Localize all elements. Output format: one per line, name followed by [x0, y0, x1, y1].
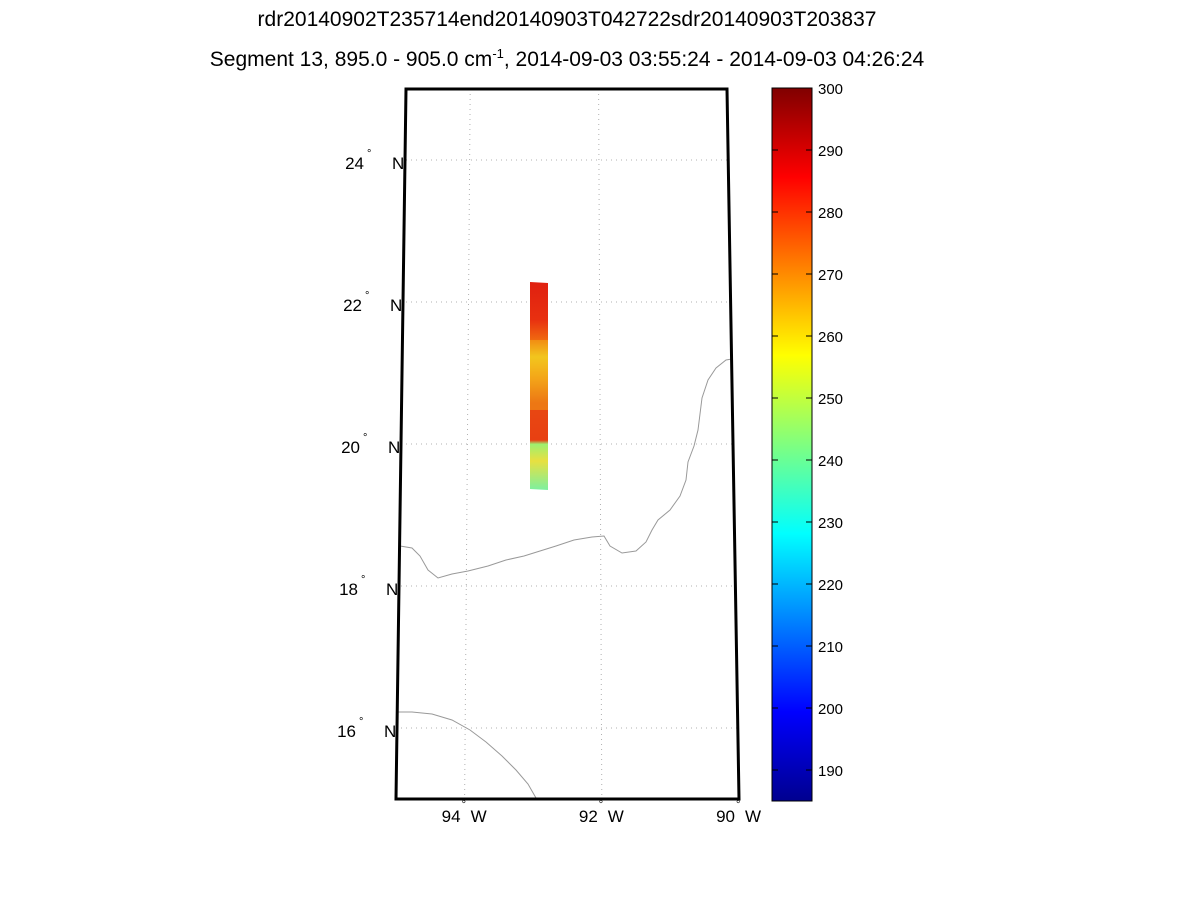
colorbar-tick-label: 290 [818, 143, 843, 160]
lat-label-hemisphere: N [388, 438, 400, 457]
coastline-pacific [396, 711, 537, 799]
lon-label-hemisphere: W [608, 807, 624, 826]
lat-label-hemisphere: N [392, 154, 404, 173]
lat-label-degree-symbol: ° [367, 148, 371, 160]
lon-label-degree-symbol: ° [736, 799, 740, 811]
lon-label-degrees: 90 [716, 807, 735, 826]
lon-label: 90° W [716, 799, 761, 826]
colorbar-tick-label: 280 [818, 205, 843, 222]
lon-gridline [598, 89, 603, 799]
lat-label: 20 ° N [341, 432, 400, 457]
lat-label-degrees: 20 [341, 438, 360, 457]
colorbar-gradient [771, 87, 813, 802]
colorbar-ticks: 300 290 280 270 260 250 240 230 220 210 200 190 [772, 81, 843, 780]
colorbar-tick-label: 220 [818, 577, 843, 594]
coastline [396, 357, 739, 799]
lat-label-degrees: 18 [339, 580, 358, 599]
lat-label-hemisphere: N [390, 296, 402, 315]
lon-label-degrees: 92 [579, 807, 598, 826]
lon-label-hemisphere: W [471, 807, 487, 826]
colorbar-tick-label: 260 [818, 329, 843, 346]
subtitle-superscript: -1 [492, 46, 504, 61]
lat-label-degree-symbol: ° [363, 432, 367, 444]
lon-label-degree-symbol: ° [599, 799, 603, 811]
colorbar-tick-label: 230 [818, 515, 843, 532]
coastline-gulf [399, 357, 739, 579]
longitude-labels: 94°W 92°W 90°W [442, 799, 761, 826]
lon-label-degree-symbol: ° [462, 799, 466, 811]
lat-label: 16 ° N [337, 716, 396, 741]
lat-label-degrees: 22 [343, 296, 362, 315]
lat-label: 24 ° N [345, 148, 404, 173]
lat-label-hemisphere: N [386, 580, 398, 599]
swath-image [530, 282, 548, 490]
colorbar-tick-label: 200 [818, 701, 843, 718]
lon-label-degrees: 94 [442, 807, 461, 826]
colorbar-tick-label: 210 [818, 639, 843, 656]
lat-label-degree-symbol: ° [365, 290, 369, 302]
colorbar-tick-label: 240 [818, 453, 843, 470]
subtitle-prefix: Segment 13, 895.0 - 905.0 cm [209, 48, 493, 71]
lon-label-hemisphere: W [745, 807, 761, 826]
colorbar-tick-label: 250 [818, 391, 843, 408]
colorbar-tick-label: 190 [818, 763, 843, 780]
lat-label-degree-symbol: ° [359, 716, 363, 728]
latitude-labels: 24 ° N22 ° N20 ° N18 ° N16 ° N [337, 148, 404, 741]
lon-label: 92° W [579, 799, 624, 826]
lat-label-degrees: 16 [337, 722, 356, 741]
map-frame [394, 87, 741, 801]
graticule [396, 89, 739, 799]
subtitle-suffix: , 2014-09-03 03:55:24 - 2014-09-03 04:26… [503, 48, 925, 71]
swath-texture [530, 340, 548, 410]
lon-label: 94° W [442, 799, 487, 826]
lon-gridline [464, 89, 471, 799]
lat-label-degrees: 24 [345, 154, 364, 173]
lat-label: 18 ° N [339, 574, 398, 599]
colorbar-tick-label: 300 [818, 81, 843, 98]
figure-subtitle: Segment 13, 895.0 - 905.0 cm-1, 2014-09-… [0, 46, 1134, 72]
lat-label: 22 ° N [343, 290, 402, 315]
figure-title: rdr20140902T235714end20140903T042722sdr2… [257, 8, 877, 31]
swath [530, 282, 548, 490]
colorbar: 300 290 280 270 260 250 240 230 220 210 200 190 [771, 81, 843, 802]
colorbar-tick-label: 270 [818, 267, 843, 284]
lat-label-degree-symbol: ° [361, 574, 365, 586]
lat-label-hemisphere: N [384, 722, 396, 741]
